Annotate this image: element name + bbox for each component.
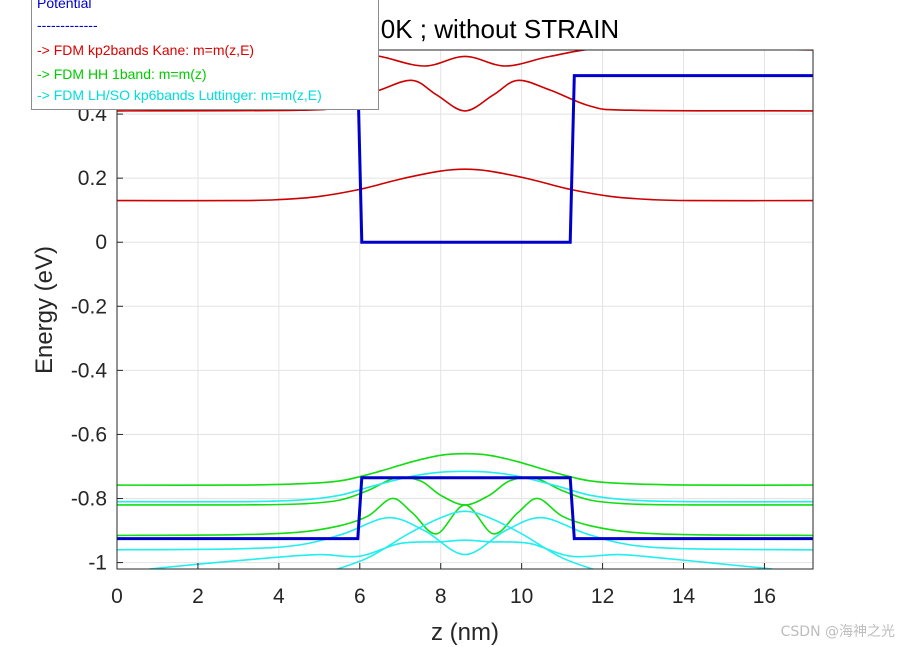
series-line-hh-2 — [117, 476, 813, 506]
x-axis-label: z (nm) — [431, 619, 499, 646]
y-tick-label: -0.4 — [71, 359, 108, 382]
y-tick-label: 0.2 — [78, 167, 107, 190]
series-line-so-1 — [149, 539, 773, 569]
x-tick-label: 0 — [111, 585, 123, 608]
x-tick-label: 12 — [591, 585, 614, 608]
watermark: CSDN @海神之光 — [780, 624, 895, 640]
series-line-hh-3 — [117, 497, 813, 537]
axes-box — [116, 49, 814, 570]
potential-line-valence — [117, 476, 813, 541]
series-line-hh-1 — [117, 452, 813, 486]
x-tick-label: 16 — [753, 585, 776, 608]
series-line-kane-1 — [117, 168, 813, 202]
x-tick-label: 6 — [354, 585, 366, 608]
x-tick-label: 2 — [192, 585, 204, 608]
y-tick-label: -0.2 — [71, 295, 107, 318]
y-tick-label: 0 — [95, 231, 107, 254]
series-line-kane-3 — [340, 50, 813, 67]
x-tick-label: 10 — [510, 585, 533, 608]
x-tick-label: 8 — [435, 585, 447, 608]
x-tick-label: 14 — [672, 585, 696, 608]
legend: Potential ------------- -> FDM kp2bands … — [31, 0, 379, 110]
series-layer — [117, 50, 813, 569]
y-tick-label: -0.8 — [71, 488, 107, 511]
legend-entry-kane: -> FDM kp2bands Kane: m=m(z,E) — [37, 42, 255, 58]
series-line-so-2 — [334, 510, 596, 569]
y-axis-label: Energy (eV) — [31, 246, 58, 374]
x-tick-label: 4 — [273, 585, 285, 608]
legend-entry-hh: -> FDM HH 1band: m=m(z) — [37, 66, 207, 82]
legend-separator: ------------- — [37, 17, 98, 33]
series-line-lh-2 — [117, 516, 813, 556]
series-line-lh-1 — [117, 470, 813, 503]
grid-lines — [116, 50, 813, 569]
legend-entry-potential: Potential — [37, 0, 92, 11]
chart-title: 0K ; without STRAIN — [381, 14, 619, 44]
y-tick-label: -1 — [88, 552, 107, 575]
y-tick-label: -0.6 — [71, 423, 107, 446]
tick-layer: 0 2 4 6 8 10 12 14 16-1-0.8-0.6-0.4-0.200.20.4 — [71, 103, 776, 608]
legend-entry-lhso: -> FDM LH/SO kp6bands Luttinger: m=m(z,E… — [37, 87, 322, 103]
